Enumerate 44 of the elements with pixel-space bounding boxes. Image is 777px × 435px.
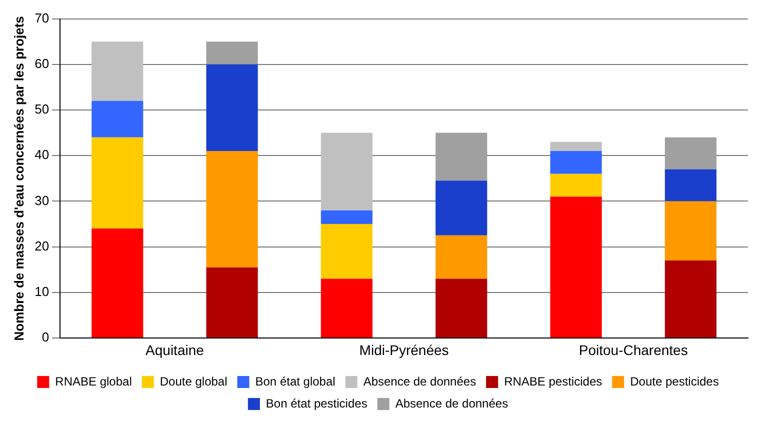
bar xyxy=(320,224,372,279)
y-tick-label: 30 xyxy=(34,192,50,208)
y-tick-label: 60 xyxy=(34,56,50,71)
y-axis-title: Nombre de masses d'eau concernées par les projets xyxy=(11,16,26,341)
y-tick-label: 40 xyxy=(34,147,50,162)
bar xyxy=(550,151,602,174)
legend-label: RNABE pesticides xyxy=(504,374,602,388)
bar xyxy=(664,260,716,338)
bar xyxy=(206,64,258,152)
y-tick-label: 20 xyxy=(34,238,50,254)
x-tick-label: Midi-Pyrénées xyxy=(359,342,449,358)
legend-label: RNABE global xyxy=(55,374,132,388)
bar xyxy=(436,132,488,181)
bar xyxy=(206,42,258,64)
y-tick-label: 70 xyxy=(34,10,50,26)
legend-label: Doute global xyxy=(160,374,228,388)
bar xyxy=(320,278,372,338)
bar xyxy=(92,42,144,101)
x-tick-label: Aquitaine xyxy=(146,342,204,358)
bar xyxy=(206,151,258,268)
legend-label: Bon état pesticides xyxy=(266,396,368,410)
bar xyxy=(550,142,602,152)
bar xyxy=(550,196,602,338)
bar xyxy=(664,137,716,170)
legend-label: Doute pesticides xyxy=(630,374,719,388)
bar xyxy=(436,235,488,279)
x-tick-label: Poitou-Charentes xyxy=(578,342,688,358)
y-tick-label: 50 xyxy=(34,102,50,117)
bar xyxy=(92,137,144,229)
y-tick-label: 0 xyxy=(42,330,50,345)
legend-label: Absence de données xyxy=(363,374,476,388)
bar xyxy=(664,201,716,260)
bar xyxy=(664,169,716,202)
bar xyxy=(436,278,488,338)
legend-label: Bon état global xyxy=(255,374,336,388)
y-tick-label: 10 xyxy=(34,284,50,299)
bar xyxy=(206,267,258,338)
bar xyxy=(320,210,372,224)
bar xyxy=(320,132,372,210)
bar xyxy=(550,174,602,197)
bar xyxy=(92,100,144,138)
bar xyxy=(436,180,488,236)
bar xyxy=(92,228,144,338)
legend-label: Absence de données xyxy=(395,396,508,410)
